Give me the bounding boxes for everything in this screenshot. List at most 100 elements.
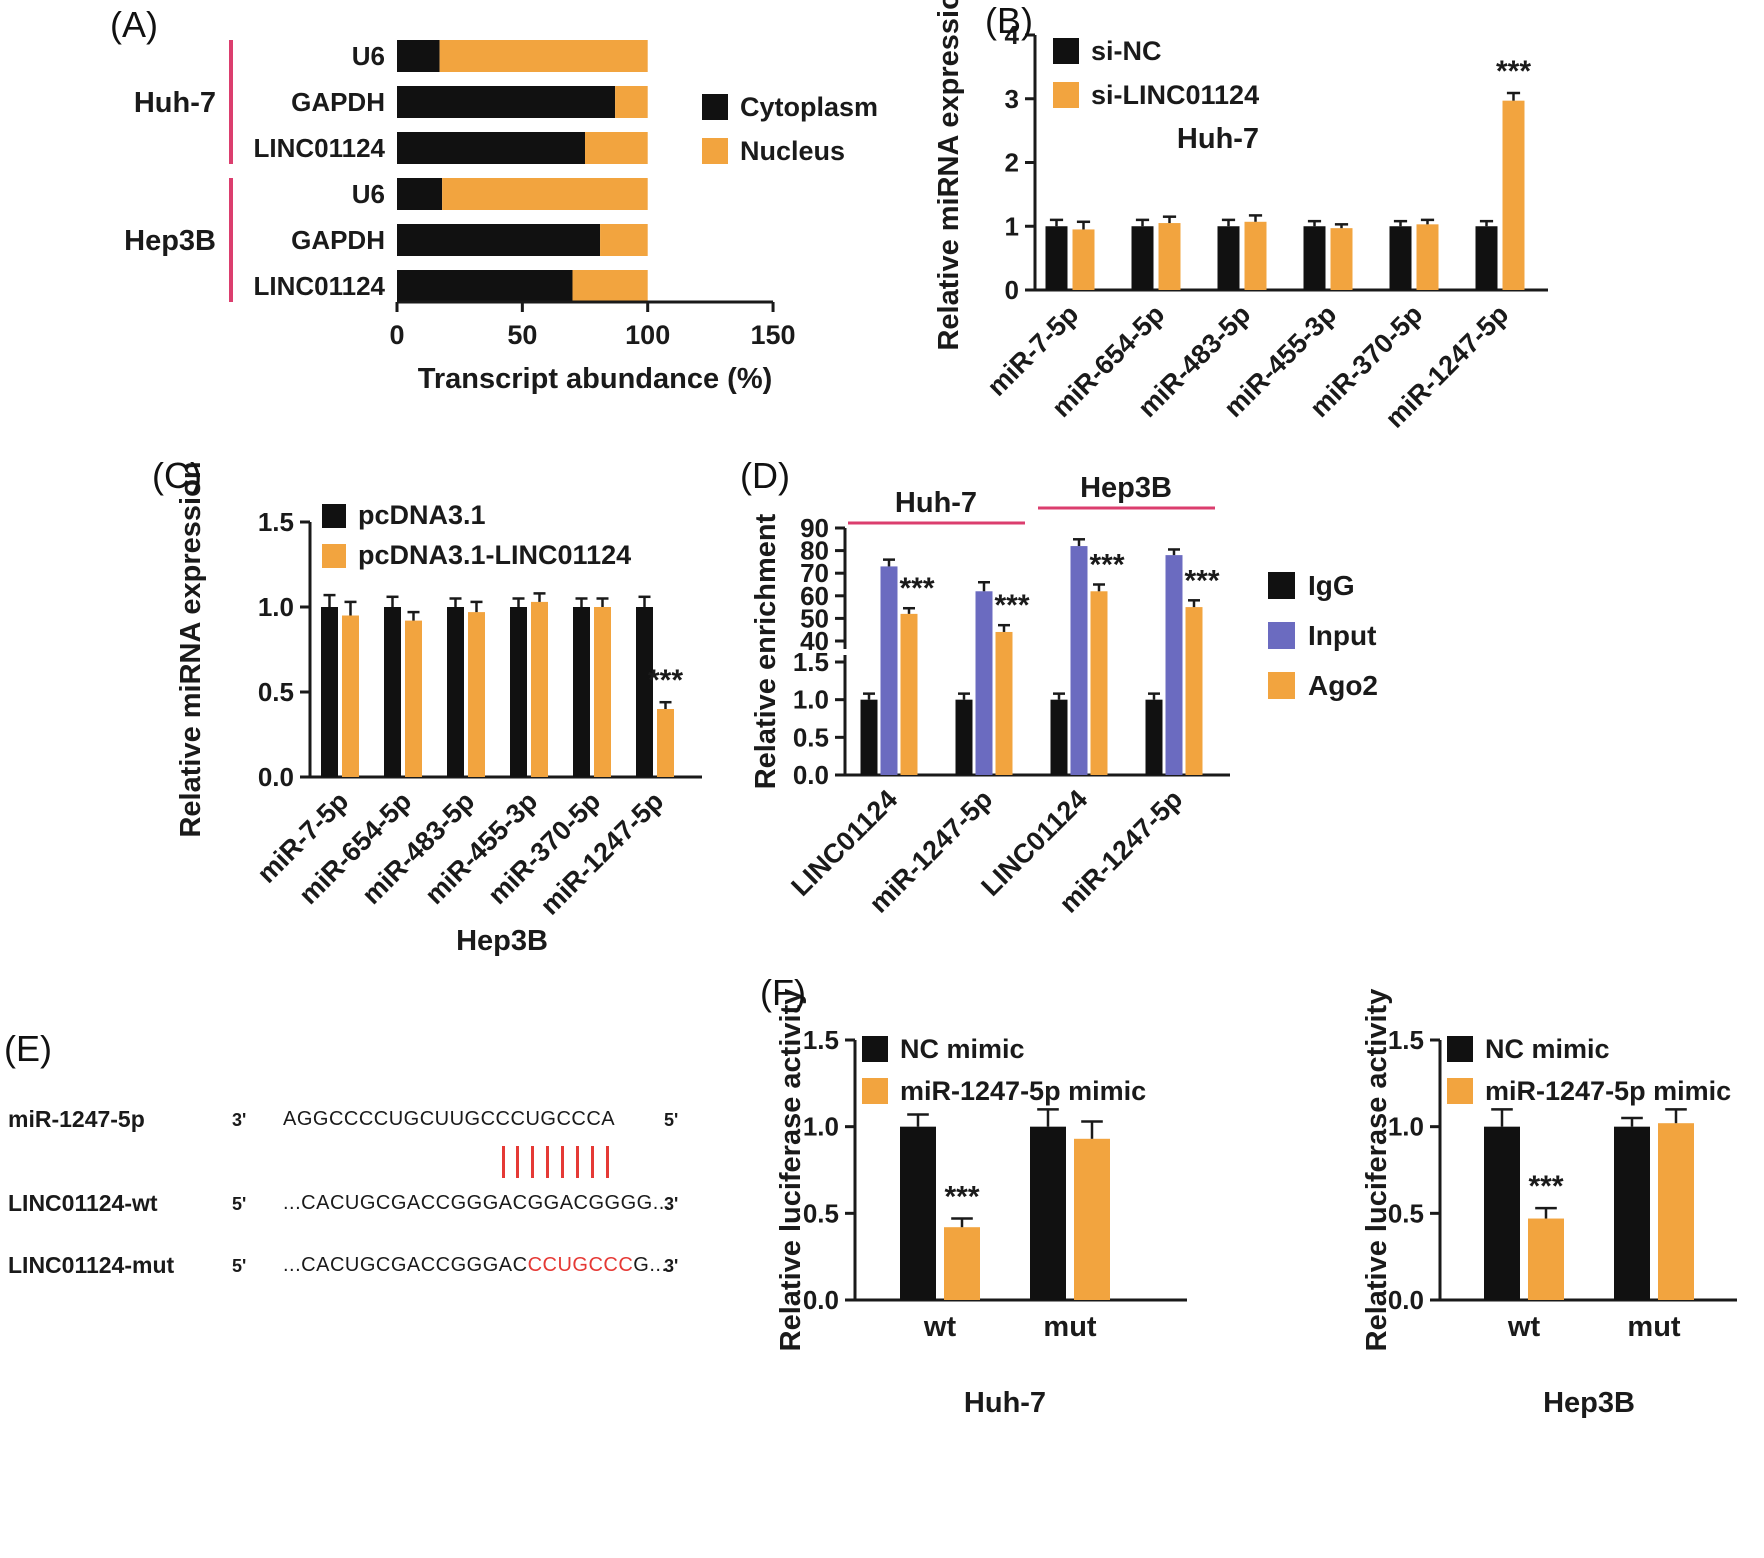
bar-cytoplasm-GAPDH [397,86,616,118]
panel-c-chart: 0.00.51.01.5***miR-7-5pmiR-654-5pmiR-483… [175,461,702,957]
panel-e: (E) miR-1247-5p 3' AGGCCCCUGCUUGCCCUGCCC… [0,1020,720,1320]
panel-f-charts: 0.0 0.5 1.0 1.5 *** wt mut NC mimic miR-1247-5p … [775,989,1737,1419]
panel-f-label: (F) [760,972,806,1013]
bar-pcDNA3.1-miR-7-5p [321,607,338,777]
y-tick-label: 40 [800,626,829,656]
y-tick-label: 2 [1005,148,1019,178]
legend-swatch-Nucleus [702,138,728,164]
row-label: LINC01124 [253,133,385,163]
row-label: GAPDH [291,87,385,117]
panel-d-label: (D) [740,455,790,496]
sequence-end-label: 5' [664,1110,679,1130]
bar-NC mimic-wt [900,1126,936,1300]
bar-nucleus-GAPDH [600,224,648,256]
x-category-label: wt [923,1311,957,1343]
pairing-line [501,1146,505,1178]
y-tick-label: 70 [800,558,829,588]
x-tick-label: 150 [751,320,796,350]
bar-Input-LINC01124 [880,566,898,775]
sequence-end-label: 3' [664,1194,679,1214]
legend-label: miR-1247-5p mimic [900,1076,1146,1106]
y-tick-label: 50 [800,603,829,633]
legend-label: si-NC [1091,36,1162,66]
bar-si-LINC01124-miR-370-5p [1416,224,1439,290]
bar-NC mimic-mut [1614,1126,1650,1300]
legend-swatch-pcDNA3.1-LINC01124 [322,544,346,568]
y-tick-label: 1.0 [1388,1112,1424,1142]
y-tick-label: 1.5 [1388,1025,1424,1055]
bar-NC mimic-mut [1030,1126,1066,1300]
bar-si-LINC01124-miR-455-3p [1330,228,1353,290]
pairing-line [546,1146,550,1178]
sequence-segment: AGGCCCCUGCUUGCCCUGCCCA [283,1108,616,1130]
x-axis-title: Hep3B [456,925,548,957]
significance-marker: *** [944,1181,979,1214]
pairing-line [516,1146,520,1178]
legend-label: IgG [1308,570,1355,601]
y-tick-label: 0 [1005,275,1019,305]
x-category-label: mut [1043,1311,1097,1343]
bar-NC mimic-wt [1484,1126,1520,1300]
cell-line-header: Huh-7 [895,487,977,519]
legend-label: si-LINC01124 [1091,80,1259,110]
legend-swatch-si-LINC01124 [1053,82,1079,108]
base-pairing-lines [496,1146,616,1178]
y-tick-label: 60 [800,581,829,611]
legend-label: Input [1308,620,1376,651]
sequence-row-mir: miR-1247-5p 3' AGGCCCCUGCUUGCCCUGCCCA 5' [0,1106,720,1138]
bar-pcDNA3.1-LINC01124-miR-654-5p [405,620,422,777]
x-axis-title: Huh-7 [964,1387,1046,1419]
legend-swatch-NC mimic [862,1036,888,1062]
sequence-name: LINC01124-mut [8,1252,175,1278]
bar-pcDNA3.1-LINC01124-miR-7-5p [342,615,359,777]
bar-Input-miR-1247-5p [1165,555,1183,775]
bar-IgG-miR-1247-5p [955,699,973,775]
legend-label: pcDNA3.1 [358,500,486,530]
panel-b-chart: 01234***miR-7-5pmiR-654-5pmiR-483-5pmiR-… [933,0,1548,434]
bar-Input-miR-1247-5p [975,591,993,775]
legend-swatch-Cytoplasm [702,94,728,120]
y-tick-label: 0.5 [1388,1198,1424,1228]
row-label: GAPDH [291,225,385,255]
y-axis-title: Relative luciferase activity [775,989,807,1352]
legend-swatch-pcDNA3.1 [322,504,346,528]
bar-nucleus-GAPDH [615,86,648,118]
bar-si-NC-miR-7-5p [1045,226,1068,290]
panel-f: (F) 0.0 0.5 1.0 1.5 *** wt mut NC mimic miR-1247… [700,960,1764,1520]
legend-label: Cytoplasm [740,92,878,122]
legend-swatch-si-NC [1053,38,1079,64]
bar-nucleus-U6 [442,178,648,210]
bar-si-NC-miR-455-3p [1303,226,1326,290]
bar-pcDNA3.1-LINC01124-miR-370-5p [594,607,611,777]
y-tick-label: 0.0 [1388,1285,1424,1315]
bar-pcDNA3.1-LINC01124-miR-455-3p [531,601,548,777]
sequence-segment: ...CACUGCGACCGGGAC [283,1254,528,1276]
pairing-line [576,1146,580,1178]
bar-cytoplasm-LINC01124 [397,270,573,302]
bar-pcDNA3.1-LINC01124-miR-1247-5p [657,709,674,777]
panel-d: (D) 0.0 0.5 1.0 1.5 40 50 60 70 80 90 *** *** *** ***… [730,450,1410,980]
panel-b-label: (B) [985,0,1033,41]
legend-swatch-NC mimic [1447,1036,1473,1062]
bar-IgG-LINC01124 [860,699,878,775]
pairing-line [561,1146,565,1178]
sequence-segment: G... [633,1254,668,1276]
bar-si-LINC01124-miR-1247-5p [1502,100,1525,290]
bar-cytoplasm-GAPDH [397,224,601,256]
y-tick-label: 1.5 [803,1025,839,1055]
bar-Input-LINC01124 [1070,546,1088,775]
panel-c-label: (C) [152,455,202,496]
y-tick-label: 1.0 [793,685,829,715]
bar-si-NC-miR-483-5p [1217,226,1240,290]
bar-si-NC-miR-1247-5p [1475,226,1498,290]
y-tick-label: 1 [1005,211,1019,241]
sequence-text: ...CACUGCGACCGGGACGGACGGGG... [283,1192,671,1215]
legend-swatch-miR-1247-5p mimic [1447,1078,1473,1104]
sequence-end-label: 3' [232,1110,247,1130]
sequence-end-label: 3' [664,1256,679,1276]
sequence-text: ...CACUGCGACCGGGACCCUGCCCG... [283,1254,668,1277]
significance-marker: *** [1496,55,1531,88]
significance-marker: *** [1089,549,1124,582]
y-tick-label: 0.0 [793,760,829,790]
